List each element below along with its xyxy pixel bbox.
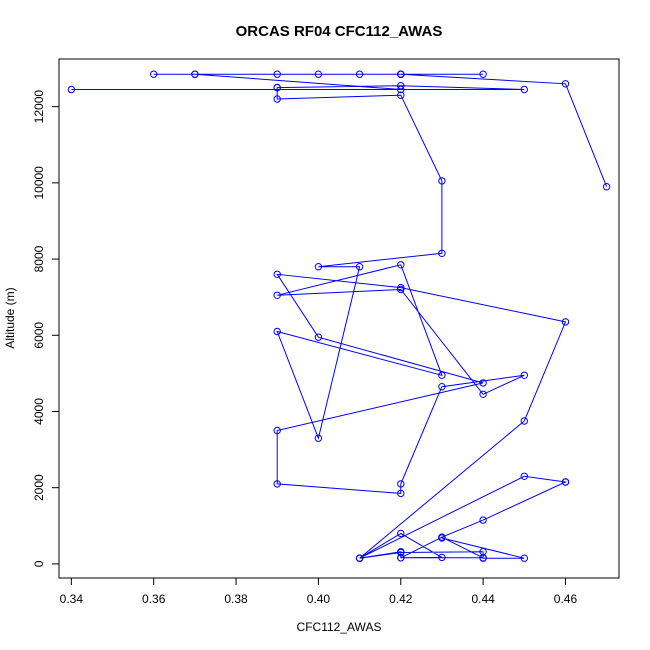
data-point bbox=[520, 371, 528, 379]
data-point bbox=[438, 383, 446, 391]
data-point bbox=[273, 270, 281, 278]
x-tick-label: 0.38 bbox=[224, 592, 248, 606]
series-line bbox=[71, 73, 608, 559]
data-point bbox=[314, 333, 323, 341]
data-point bbox=[479, 70, 487, 78]
data-point bbox=[438, 177, 446, 185]
data-point bbox=[479, 516, 487, 524]
y-axis-label: Altitude (m) bbox=[3, 287, 17, 348]
y-tick-label: 6000 bbox=[32, 322, 46, 349]
data-point bbox=[397, 480, 405, 488]
y-tick-label: 0 bbox=[32, 560, 46, 567]
data-point bbox=[397, 70, 405, 78]
data-point bbox=[397, 548, 405, 557]
data-point bbox=[397, 285, 405, 294]
x-tick-label: 0.34 bbox=[60, 592, 84, 606]
data-point bbox=[273, 480, 281, 488]
y-tick-label: 10000 bbox=[32, 166, 46, 200]
data-point bbox=[520, 417, 528, 425]
data-point bbox=[520, 85, 528, 94]
y-tick-label: 4000 bbox=[32, 398, 46, 425]
data-point bbox=[150, 70, 158, 78]
data-point bbox=[602, 183, 611, 191]
data-point bbox=[438, 533, 446, 541]
x-axis-label: CFC112_AWAS bbox=[297, 620, 382, 634]
plot-frame bbox=[58, 58, 620, 579]
x-tick-label: 0.46 bbox=[554, 592, 578, 606]
data-point bbox=[67, 85, 76, 94]
chart-title: ORCAS RF04 CFC112_AWAS bbox=[236, 23, 443, 40]
y-tick-label: 12000 bbox=[32, 90, 46, 124]
data-point bbox=[479, 390, 487, 398]
data-point bbox=[273, 83, 281, 92]
data-point bbox=[314, 70, 323, 78]
data-point bbox=[273, 327, 281, 336]
data-point bbox=[397, 283, 405, 292]
data-point bbox=[273, 426, 281, 435]
data-point bbox=[397, 489, 405, 498]
y-tick-label: 8000 bbox=[32, 245, 46, 272]
data-point bbox=[520, 472, 528, 480]
data-point bbox=[355, 263, 364, 271]
data-point bbox=[314, 263, 323, 271]
data-point bbox=[273, 70, 281, 78]
data-point bbox=[479, 548, 487, 556]
data-point bbox=[397, 85, 405, 94]
data-point bbox=[397, 91, 405, 99]
data-point bbox=[438, 553, 446, 562]
x-tick-label: 0.40 bbox=[307, 592, 331, 606]
data-point bbox=[561, 318, 570, 326]
data-point bbox=[314, 434, 323, 442]
y-axis: 0 2000 4000 6000 8000 10000 12000 bbox=[32, 90, 59, 567]
y-tick-label: 2000 bbox=[32, 474, 46, 501]
data-point bbox=[438, 371, 446, 379]
x-tick-label: 0.42 bbox=[389, 592, 413, 606]
data-point bbox=[397, 529, 405, 538]
x-tick-label: 0.36 bbox=[142, 592, 166, 606]
data-point bbox=[561, 80, 570, 88]
data-point bbox=[273, 291, 281, 299]
x-tick-label: 0.44 bbox=[471, 592, 495, 606]
data-point bbox=[561, 478, 570, 486]
data-point bbox=[397, 261, 405, 269]
data-point bbox=[397, 554, 405, 562]
data-point bbox=[191, 70, 199, 78]
data-point bbox=[438, 249, 446, 258]
x-axis: 0.34 0.36 0.38 0.40 0.42 0.44 0.46 bbox=[60, 578, 578, 606]
data-point bbox=[397, 82, 405, 90]
data-point bbox=[355, 554, 364, 562]
data-point bbox=[273, 95, 281, 103]
series-layer bbox=[67, 70, 611, 562]
data-point bbox=[355, 70, 364, 78]
data-point bbox=[479, 379, 487, 387]
data-point bbox=[520, 554, 528, 562]
